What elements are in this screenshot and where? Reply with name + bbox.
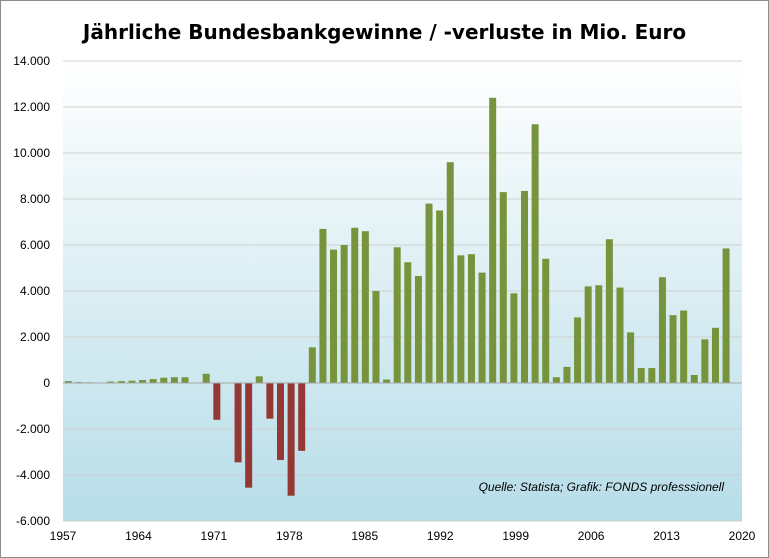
bar-2012	[648, 368, 656, 383]
y-tick-label: -6.000	[16, 514, 50, 528]
y-axis: -6.000 -4.000 -2.000 0 2.000 4.000 6.000 8.000 1…	[13, 54, 50, 528]
y-tick-label: 6.000	[20, 238, 50, 252]
bar-2005	[574, 317, 582, 383]
x-tick-label: 1999	[502, 529, 529, 543]
bar-1970	[202, 373, 210, 383]
bar-2014	[669, 315, 677, 383]
bar-2019	[722, 248, 730, 383]
bar-2015	[680, 310, 688, 383]
bar-2002	[542, 258, 550, 383]
bar-1981	[319, 228, 327, 383]
bar-1983	[340, 245, 348, 383]
bar-1990	[414, 276, 422, 383]
bar-1968	[181, 377, 189, 383]
bar-1973	[234, 383, 242, 463]
bar-1976	[266, 383, 274, 419]
y-tick-label: 10.000	[13, 146, 50, 160]
y-tick-label: -4.000	[16, 468, 50, 482]
bar-1975	[255, 376, 263, 383]
x-tick-label: 1971	[201, 529, 228, 543]
bar-2017	[701, 339, 709, 383]
bar-2010	[627, 332, 635, 383]
bar-1961	[107, 381, 115, 383]
x-tick-label: 2013	[653, 529, 680, 543]
x-tick-label: 1964	[125, 529, 152, 543]
source-annotation: Quelle: Statista; Grafik: FONDS professs…	[479, 480, 725, 494]
bar-1985	[361, 231, 369, 383]
bar-1997	[489, 97, 497, 384]
bar-2009	[616, 287, 624, 383]
bar-2018	[711, 327, 719, 383]
x-axis: 1957 1964 1971 1978 1985 1992 1999 2006 2013 2020	[50, 529, 756, 543]
bar-2016	[690, 374, 698, 383]
y-tick-label: 12.000	[13, 100, 50, 114]
y-tick-label: 0	[43, 376, 50, 390]
bar-1967	[170, 377, 178, 383]
bar-2001	[531, 124, 539, 383]
bar-1987	[383, 379, 391, 383]
x-tick-label: 1992	[427, 529, 454, 543]
bar-1984	[351, 227, 359, 383]
y-tick-label: 4.000	[20, 284, 50, 298]
y-tick-label: 2.000	[20, 330, 50, 344]
bar-2000	[521, 190, 529, 383]
bar-1992	[436, 210, 444, 383]
y-tick-label: 8.000	[20, 192, 50, 206]
bar-2008	[605, 239, 613, 383]
bar-1986	[372, 291, 380, 383]
bar-1996	[478, 272, 486, 383]
x-tick-label: 1978	[276, 529, 303, 543]
bar-1980	[308, 347, 316, 383]
bar-1995	[467, 254, 475, 383]
bar-1994	[457, 255, 465, 383]
chart-title: Jährliche Bundesbankgewinne / -verluste …	[82, 20, 687, 44]
bar-1962	[117, 381, 125, 383]
bar-1977	[276, 383, 284, 461]
bar-2006	[584, 286, 592, 383]
bar-2004	[563, 366, 571, 383]
bar-1957	[64, 381, 72, 383]
bar-1978	[287, 383, 295, 496]
y-tick-label: 14.000	[13, 54, 50, 68]
bar-1965	[149, 379, 157, 383]
bar-1979	[298, 383, 306, 451]
bar-1963	[128, 380, 136, 383]
y-tick-label: -2.000	[16, 422, 50, 436]
bar-1988	[393, 247, 401, 383]
bar-1998	[499, 192, 507, 383]
bar-2011	[637, 368, 645, 383]
bar-1999	[510, 293, 518, 383]
bar-1993	[446, 162, 454, 383]
x-tick-label: 2006	[578, 529, 605, 543]
x-tick-label: 2020	[729, 529, 756, 543]
bar-1964	[139, 380, 147, 383]
bar-1971	[213, 383, 221, 420]
x-tick-label: 1985	[351, 529, 378, 543]
bar-1974	[245, 383, 253, 488]
bars	[64, 97, 730, 496]
bar-1966	[160, 377, 168, 383]
bar-1989	[404, 262, 412, 383]
bar-2007	[595, 285, 603, 383]
bar-1991	[425, 203, 433, 383]
bar-2003	[552, 377, 560, 383]
bar-1982	[330, 249, 338, 383]
bar-2013	[658, 277, 666, 383]
x-tick-label: 1957	[50, 529, 77, 543]
